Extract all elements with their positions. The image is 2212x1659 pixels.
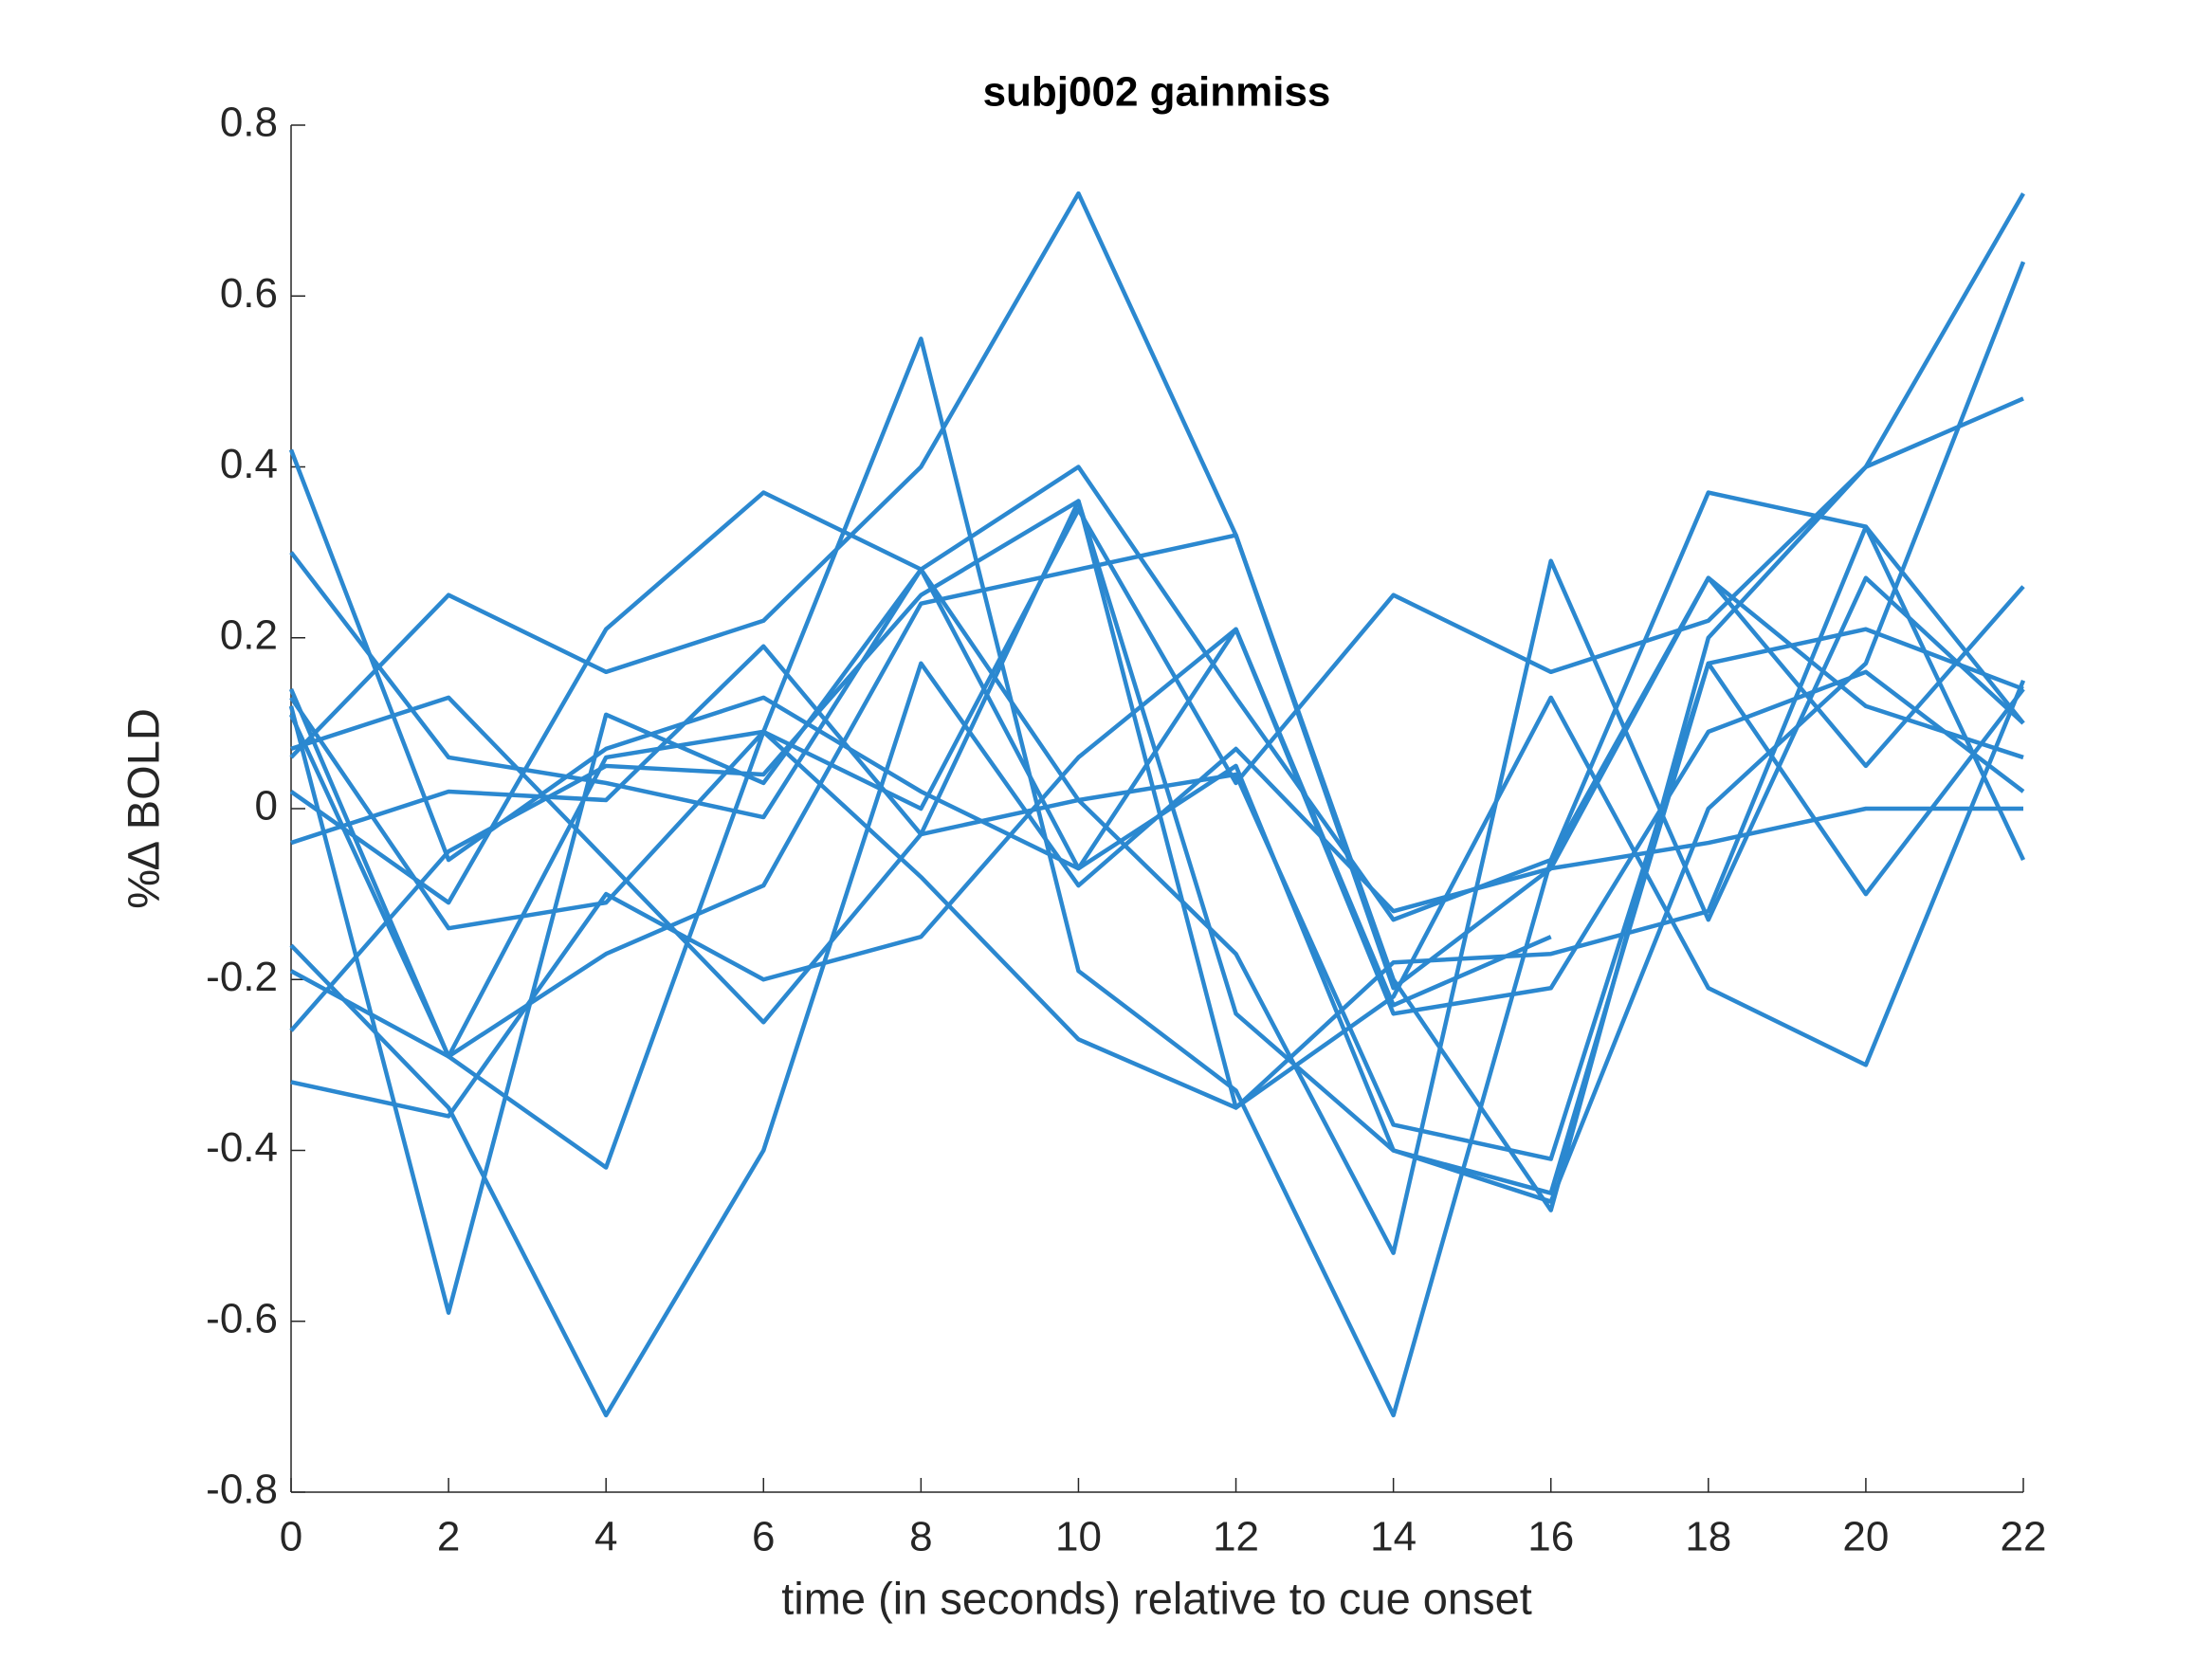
x-axis-label: time (in seconds) relative to cue onset [781,1573,1532,1623]
x-tick-label: 4 [594,1514,617,1560]
series-line [289,679,2026,1110]
x-tick-label: 20 [1842,1514,1889,1560]
x-tick-label: 16 [1527,1514,1574,1560]
x-tick-label: 2 [437,1514,460,1560]
x-tick-label: 14 [1370,1514,1417,1560]
x-tick-label: 8 [909,1514,932,1560]
series-line [289,499,2026,1110]
y-tick-label: 0.8 [220,100,278,146]
series-line [288,533,2024,1059]
y-tick-label: 0.6 [220,270,278,317]
series-line [290,627,2025,1119]
series-line [289,490,1552,1008]
y-tick-label: 0.4 [220,441,278,487]
series-line [289,661,2023,1418]
y-tick-label: 0.2 [220,611,278,658]
y-tick-label: -0.4 [206,1124,278,1171]
x-tick-label: 0 [280,1514,302,1560]
x-tick-label: 6 [752,1514,775,1560]
series-line [289,396,2024,1059]
series-line [288,448,2025,1195]
x-tick-label: 12 [1213,1514,1259,1560]
y-axis-label: %∆ BOLD [118,708,168,909]
y-tick-label: -0.8 [206,1467,278,1513]
y-tick-label: -0.6 [206,1295,278,1341]
y-tick-label: -0.2 [206,954,278,1000]
chart-title: subj002 gainmiss [983,69,1331,116]
x-tick-label: 22 [2001,1514,2047,1560]
series-line [288,558,2025,1315]
x-tick-label: 10 [1055,1514,1102,1560]
series-line [289,191,2025,1212]
y-tick-label: 0 [255,783,278,830]
series-line [290,627,2024,1161]
series-line [290,261,2026,1204]
x-tick-label: 18 [1685,1514,1731,1560]
